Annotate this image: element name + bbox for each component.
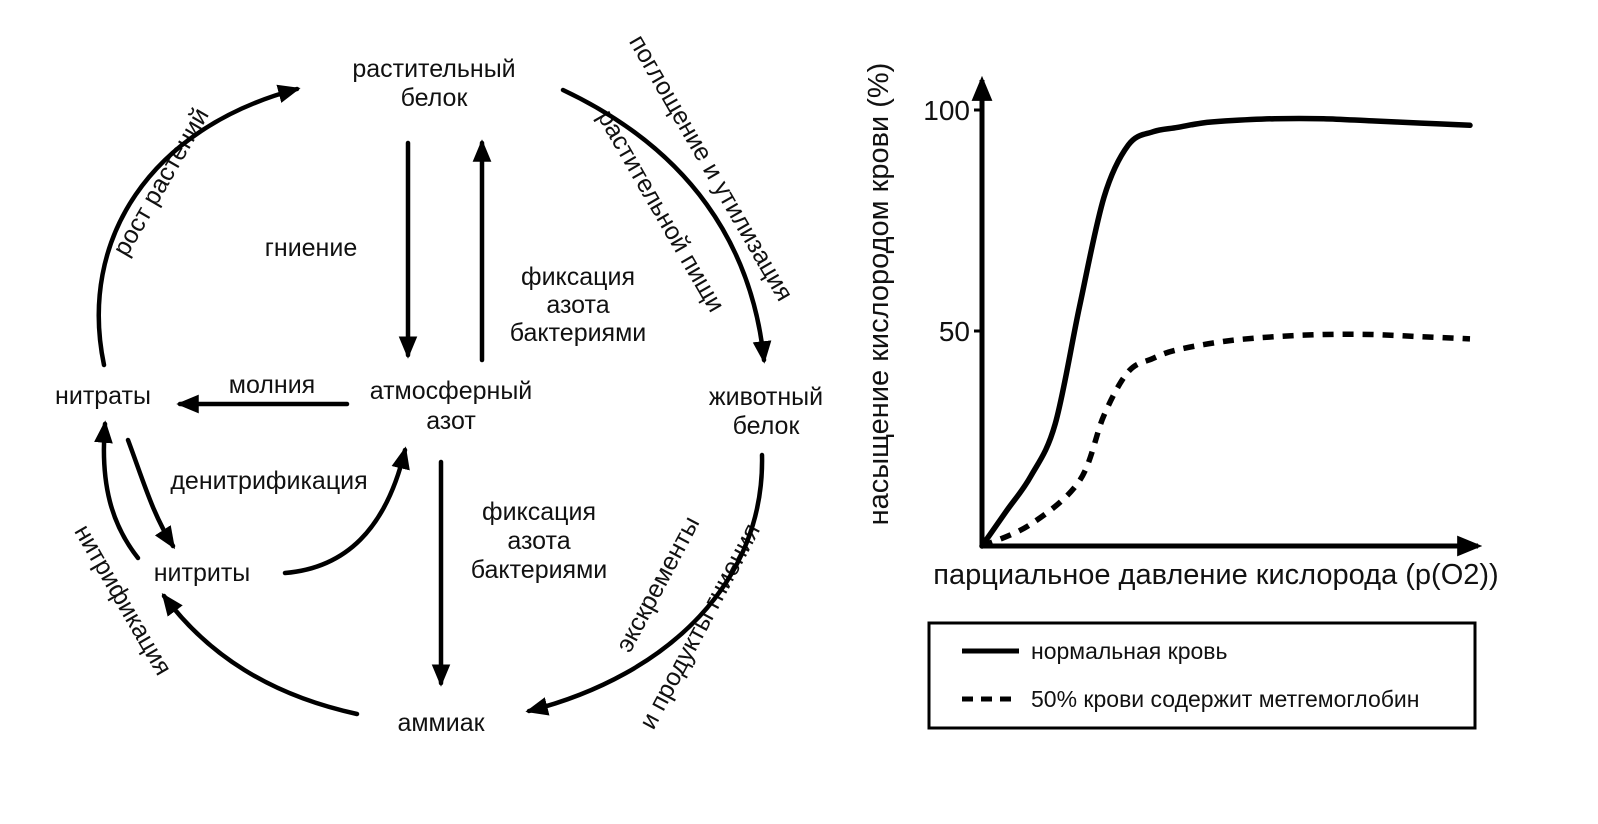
arrow-denitrification-to-nitrites: [125, 437, 176, 550]
node-ammonia: аммиак: [397, 709, 485, 737]
arrow-nitrites-to-atmospheric: [282, 446, 410, 576]
legend-box: [927, 621, 1477, 730]
label-fixation-bottom-line2: азота: [507, 527, 570, 555]
node-nitrates: нитраты: [55, 382, 151, 410]
arrow-plant-growth: [96, 84, 301, 368]
label-excrement-line2: и продукты гниения: [634, 519, 766, 734]
label-fixation-top-line1: фиксация: [521, 263, 635, 291]
label-nitrification: нитрификация: [69, 520, 178, 680]
label-fixation-bottom-line1: фиксация: [482, 498, 596, 526]
nitrogen-cycle-diagram: растительный белок животный белок атмосф…: [55, 30, 823, 737]
node-atmospheric-nitrogen-line1: атмосферный: [370, 377, 533, 405]
label-fixation-bottom-line3: бактериями: [471, 556, 608, 584]
oxygen-saturation-chart: насыщение кислородом крови (%) парциальн…: [863, 63, 1499, 730]
legend: нормальная кровь 50% крови содержит метг…: [927, 621, 1477, 730]
arrow-ammonia-to-nitrites: [161, 592, 360, 717]
label-fixation-top-line2: азота: [546, 291, 609, 319]
node-plant-protein-line1: растительный: [352, 55, 515, 83]
arrow-excrement-to-ammonia: [525, 452, 765, 716]
x-axis-title: парциальное давление кислорода (p(O2)): [933, 559, 1498, 591]
node-nitrites: нитриты: [154, 559, 251, 587]
legend-label-methemoglobin: 50% крови содержит метгемоглобин: [1031, 686, 1419, 712]
node-animal-protein-line2: белок: [733, 412, 801, 440]
label-denitrification: денитрификация: [170, 467, 367, 495]
series-line-normal-blood: [979, 115, 1473, 549]
label-fixation-top-line3: бактериями: [510, 319, 647, 347]
y-tick-label-100: 100: [923, 95, 970, 126]
y-tick-label-50: 50: [939, 316, 970, 347]
label-lightning: молния: [229, 371, 315, 399]
label-decay: гниение: [265, 234, 357, 262]
series-line-methemoglobin: [980, 331, 1471, 549]
arrow-consumption: [560, 87, 772, 364]
legend-label-normal-blood: нормальная кровь: [1031, 638, 1227, 664]
arrow-nitrites-to-nitrates: [94, 420, 141, 561]
y-axis-title: насыщение кислородом крови (%): [863, 63, 895, 526]
node-animal-protein-line1: животный: [709, 383, 823, 411]
node-plant-protein-line2: белок: [401, 84, 469, 112]
node-atmospheric-nitrogen-line2: азот: [426, 407, 476, 435]
label-plant-growth: рост растений: [107, 103, 214, 261]
